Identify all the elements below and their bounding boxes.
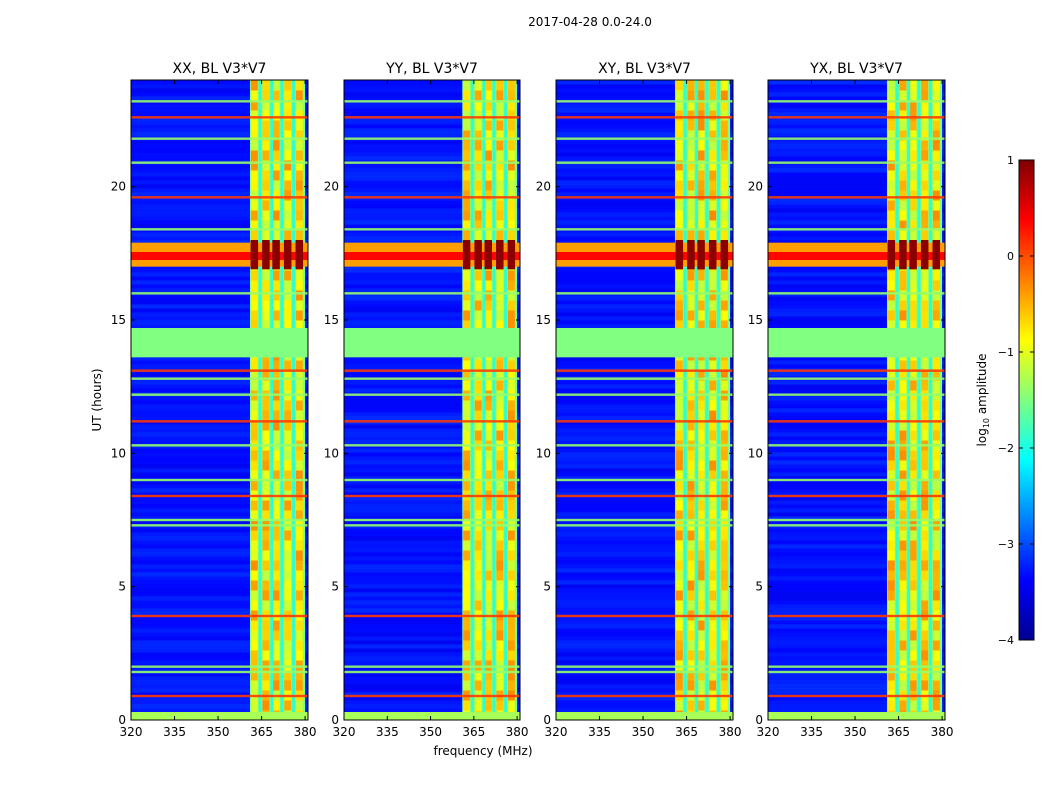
y-tick-label: 0 — [755, 713, 763, 727]
y-tick-label: 15 — [748, 313, 763, 327]
y-tick-label: 0 — [331, 713, 339, 727]
figure-suptitle: 2017-04-28 0.0-24.0 — [528, 15, 652, 29]
y-tick-label: 10 — [748, 446, 763, 460]
x-tick-label: 380 — [719, 725, 742, 739]
x-tick-label: 350 — [419, 725, 442, 739]
x-tick-label: 365 — [675, 725, 698, 739]
x-tick-label: 350 — [207, 725, 230, 739]
colorbar-ticks: 1 0 −1 −2 −3 −4 — [998, 154, 1034, 647]
panel-title: YX, BL V3*V7 — [809, 61, 903, 77]
x-tick-label: 350 — [632, 725, 655, 739]
colorbar-tick-label: −3 — [998, 538, 1014, 551]
y-tick-label: 20 — [748, 180, 763, 194]
colorbar-tick-label: −1 — [998, 346, 1014, 359]
y-tick-label: 5 — [755, 580, 763, 594]
y-axis-label: UT (hours) — [90, 368, 104, 431]
y-tick-label: 20 — [536, 180, 551, 194]
x-tick-label: 320 — [757, 725, 780, 739]
x-tick-label: 380 — [294, 725, 317, 739]
panel-yy: YY, BL V3*V7 320 335 350 365 380 0 5 10 15 20 — [324, 61, 529, 739]
spectrogram-xy — [556, 80, 733, 720]
x-tick-label: 380 — [506, 725, 529, 739]
y-tick-label: 15 — [111, 313, 126, 327]
colorbar-tick-label: −2 — [998, 442, 1014, 455]
y-tick-label: 5 — [543, 580, 551, 594]
y-tick-label: 10 — [111, 446, 126, 460]
x-tick-label: 335 — [588, 725, 611, 739]
axes-frame — [130, 79, 309, 721]
y-tick-label: 20 — [111, 180, 126, 194]
axes-frame — [555, 79, 734, 721]
x-tick-label: 320 — [545, 725, 568, 739]
x-tick-label: 335 — [163, 725, 186, 739]
y-tick-label: 5 — [331, 580, 339, 594]
panel-title: YY, BL V3*V7 — [385, 61, 478, 77]
panel-yx: YX, BL V3*V7 320 335 350 365 380 0 5 10 15 20 — [748, 61, 954, 739]
y-tick-label: 15 — [324, 313, 339, 327]
x-tick-label: 320 — [333, 725, 356, 739]
y-tick-label: 10 — [536, 446, 551, 460]
y-tick-label: 0 — [543, 713, 551, 727]
x-tick-label: 335 — [800, 725, 823, 739]
colorbar-label: log10 amplitude — [975, 354, 991, 447]
panel-title: XX, BL V3*V7 — [173, 61, 267, 77]
axes-frame — [343, 79, 521, 721]
colorbar-gradient — [1018, 159, 1035, 641]
x-tick-label: 335 — [376, 725, 399, 739]
y-tick-label: 20 — [324, 180, 339, 194]
x-tick-label: 320 — [120, 725, 143, 739]
x-tick-label: 350 — [844, 725, 867, 739]
panel-xx: XX, BL V3*V7 320 335 350 365 380 0 5 10 15 20 — [111, 61, 317, 739]
panel-title: XY, BL V3*V7 — [598, 61, 691, 77]
axes-frame — [767, 79, 946, 721]
colorbar-tick-label: −4 — [998, 634, 1014, 647]
x-tick-label: 365 — [887, 725, 910, 739]
x-tick-label: 380 — [931, 725, 954, 739]
y-tick-label: 10 — [324, 446, 339, 460]
x-axis-label: frequency (MHz) — [433, 744, 532, 758]
y-tick-label: 15 — [536, 313, 551, 327]
x-tick-label: 365 — [462, 725, 485, 739]
y-tick-label: 5 — [118, 580, 126, 594]
x-tick-label: 365 — [250, 725, 273, 739]
y-tick-label: 0 — [118, 713, 126, 727]
spectrogram-yy — [344, 80, 520, 720]
colorbar-tick-label: 0 — [1007, 250, 1014, 263]
spectrogram-xx — [131, 80, 308, 720]
panel-xy: XY, BL V3*V7 320 335 350 365 380 0 5 10 15 20 — [536, 61, 742, 739]
colorbar: 1 0 −1 −2 −3 −4 log10 amplitude — [975, 154, 1035, 647]
spectrogram-yx — [768, 80, 945, 720]
colorbar-tick-label: 1 — [1007, 154, 1014, 167]
